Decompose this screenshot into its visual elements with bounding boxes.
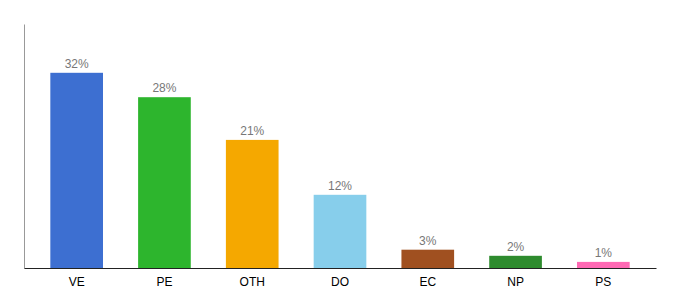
x-tick-label: DO [331,275,349,289]
x-tick: PS [595,275,611,289]
x-tick: NP [507,275,524,289]
data-label: 3% [419,234,437,248]
bar [138,97,191,268]
bar [226,140,279,268]
plot: VE PE OTH DO EC NP PS 32% 28% 21% 12% 3% 2% 1% [25,25,657,289]
data-label: 1% [595,246,613,260]
x-axis: VE PE OTH DO EC NP PS [25,269,657,289]
bar [577,262,630,268]
y-axis [24,25,25,269]
x-tick-label: PS [595,275,611,289]
x-tick: DO [331,275,349,289]
x-axis-line [25,268,657,269]
bar [314,195,367,268]
data-label: 32% [65,57,89,71]
y-axis-line [24,25,25,269]
x-tick-label: PE [156,275,172,289]
x-tick: PE [156,275,172,289]
x-tick-label: NP [507,275,524,289]
bar [489,256,542,268]
x-tick: EC [419,275,436,289]
bars [50,73,629,268]
data-labels: 32% 28% 21% 12% 3% 2% 1% [65,57,613,260]
bar [401,250,454,268]
data-label: 2% [507,240,525,254]
bar [50,73,103,268]
data-label: 21% [240,124,264,138]
data-label: 12% [328,179,352,193]
x-tick-label: OTH [240,275,265,289]
x-tick: VE [69,275,85,289]
data-label: 28% [152,81,176,95]
chart-container: VE PE OTH DO EC NP PS 32% 28% 21% 12% 3% 2% 1% [0,0,680,300]
x-tick-label: VE [69,275,85,289]
x-tick-label: EC [419,275,436,289]
x-tick: OTH [240,275,265,289]
chart-svg: VE PE OTH DO EC NP PS 32% 28% 21% 12% 3% 2% 1% [0,0,680,300]
